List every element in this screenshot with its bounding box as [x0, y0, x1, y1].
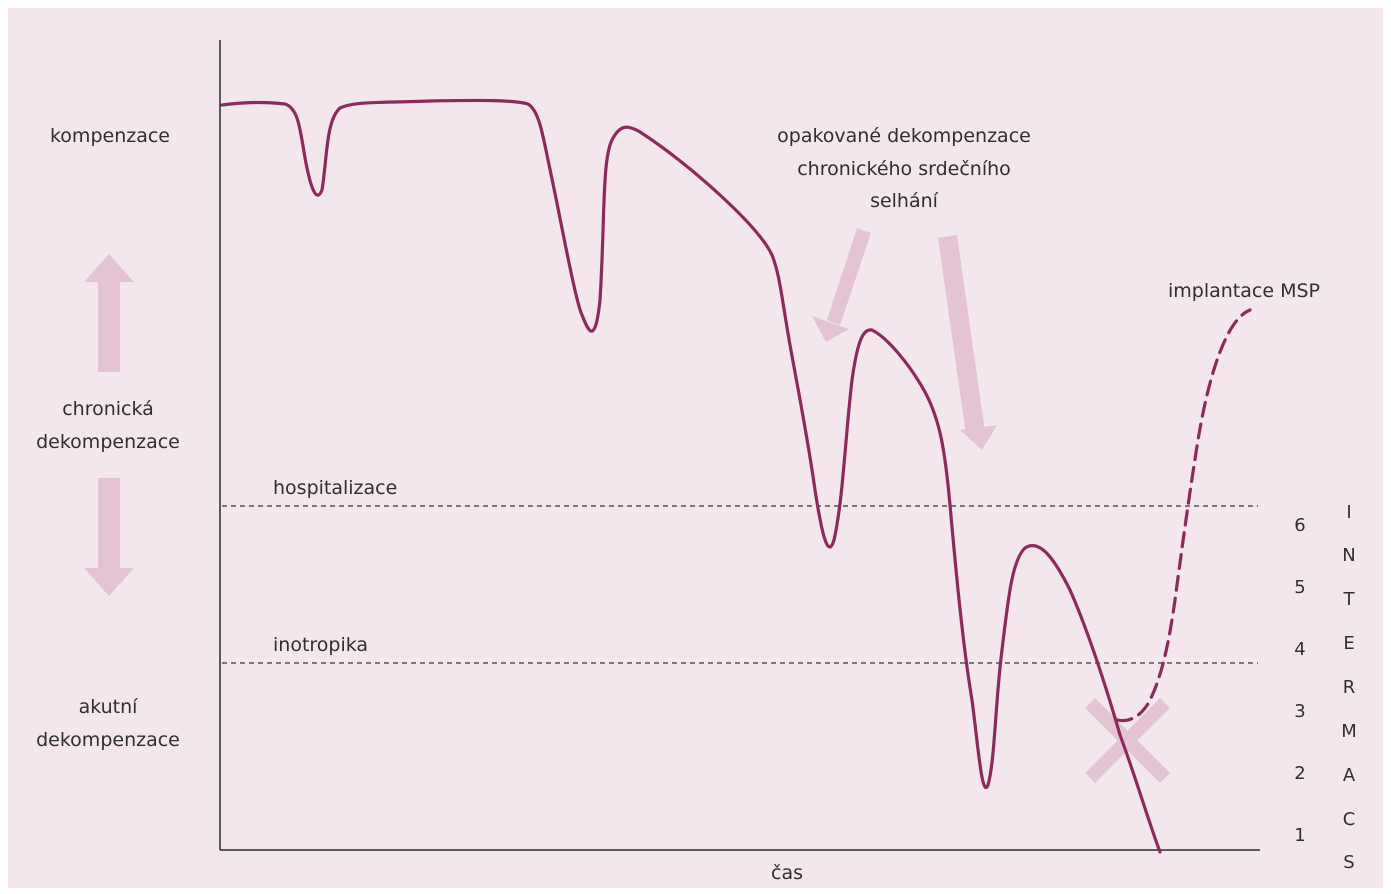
intermacs-letter: R — [1343, 677, 1356, 698]
intermacs-letter: T — [1343, 589, 1356, 610]
msp-implantation-curve — [1116, 308, 1252, 723]
state-acute-label-line2: dekompenzace — [36, 729, 180, 751]
intermacs-letter: S — [1343, 852, 1354, 873]
intermacs-level-2: 2 — [1294, 763, 1305, 784]
intermacs-level-5: 5 — [1294, 577, 1305, 598]
down-arrow-icon — [84, 478, 134, 596]
repeated-decompensation-label-line2: chronického srdečního — [797, 158, 1011, 180]
hospitalization-label: hospitalizace — [273, 477, 397, 499]
inotropics-label: inotropika — [273, 634, 368, 656]
pointer-arrow-1-icon — [812, 228, 871, 342]
intermacs-level-1: 1 — [1294, 825, 1305, 846]
intermacs-letter: C — [1343, 809, 1356, 830]
state-chronic-label-line1: chronická — [62, 398, 154, 420]
diagram-background — [8, 8, 1383, 888]
intermacs-letter: M — [1341, 721, 1357, 742]
intermacs-level-3: 3 — [1294, 701, 1305, 722]
intermacs-level-4: 4 — [1294, 639, 1305, 660]
intermacs-letter: I — [1346, 502, 1351, 523]
pointer-arrow-2-icon — [938, 235, 997, 450]
up-arrow-icon — [84, 254, 134, 372]
disease-course-curve — [220, 98, 1162, 854]
state-acute-label-line1: akutní — [79, 696, 139, 718]
x-axis-time-label: čas — [771, 862, 803, 884]
death-cross-icon — [1085, 698, 1170, 783]
intermacs-level-6: 6 — [1294, 515, 1305, 536]
repeated-decompensation-label-line1: opakované dekompenzace — [777, 125, 1031, 147]
intermacs-letter: E — [1343, 633, 1354, 654]
msp-implantation-label: implantace MSP — [1168, 280, 1320, 302]
state-compensation-label: kompenzace — [50, 125, 170, 147]
state-chronic-label-line2: dekompenzace — [36, 431, 180, 453]
intermacs-letter: A — [1343, 765, 1356, 786]
repeated-decompensation-label-line3: selhání — [870, 190, 939, 212]
intermacs-letter: N — [1342, 545, 1355, 566]
